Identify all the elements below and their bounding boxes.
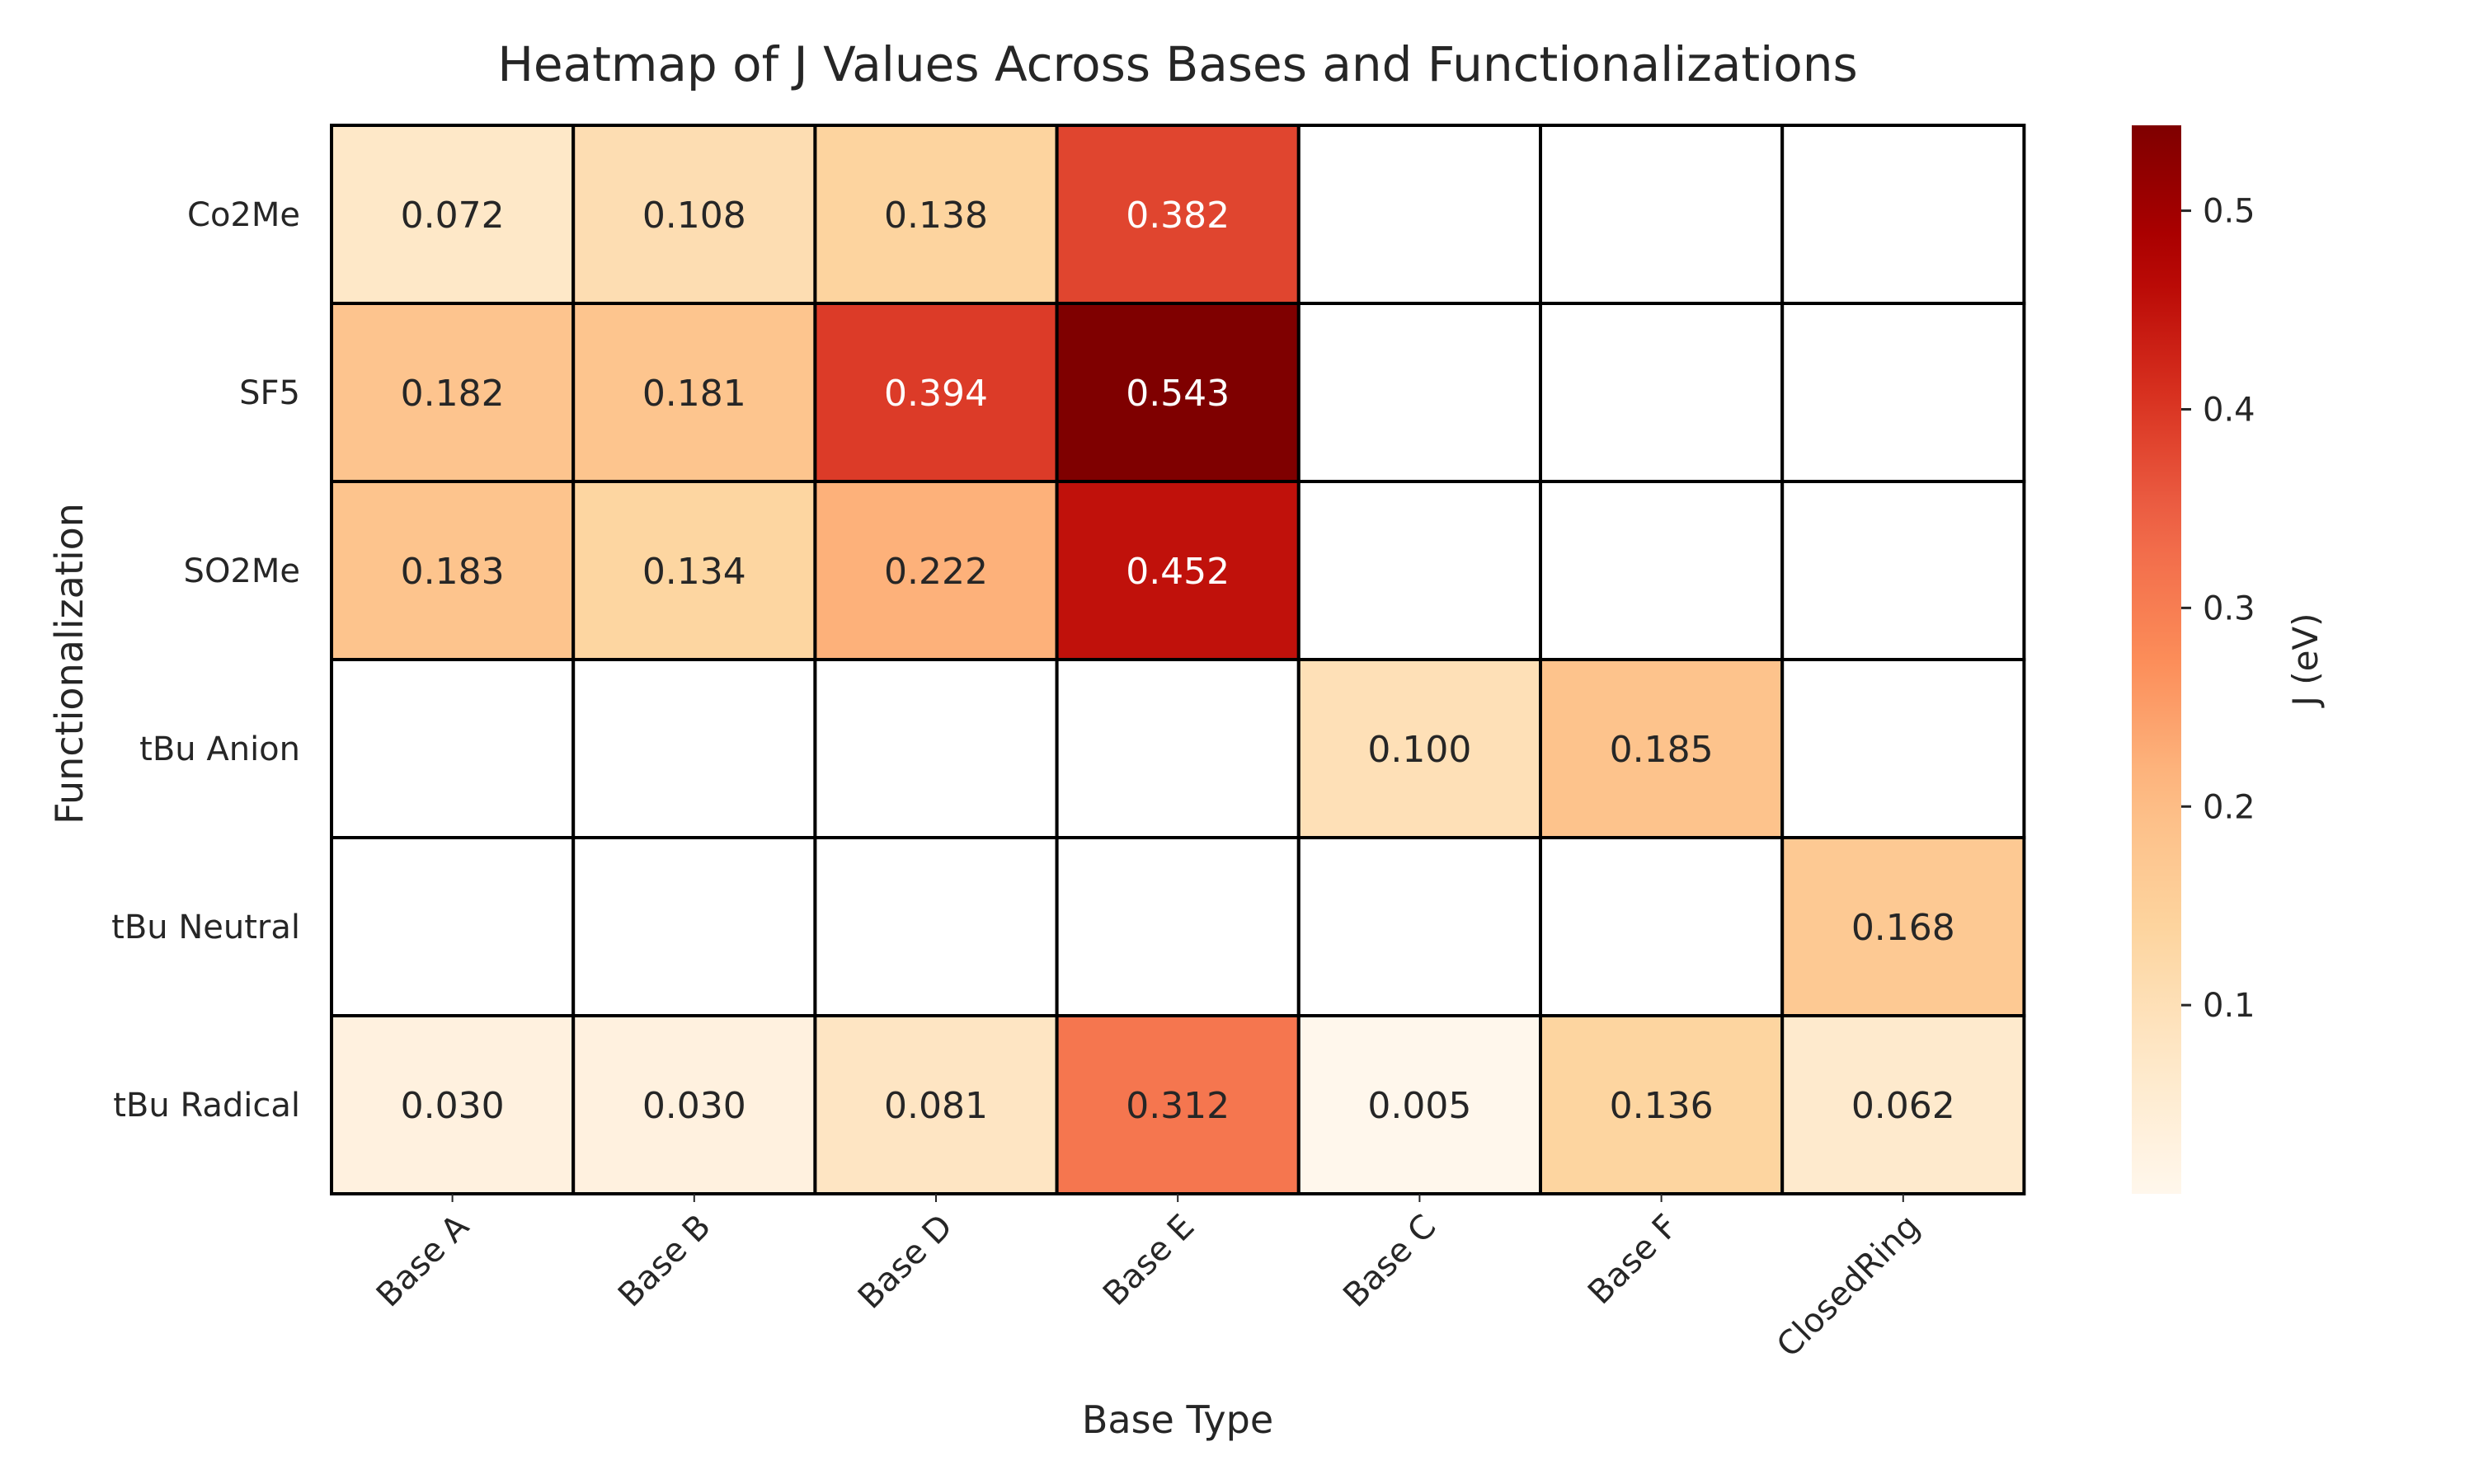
cell-value-label: 0.185 (1610, 729, 1714, 771)
y-tick-label: SF5 (239, 374, 300, 412)
heatmap-cell (330, 836, 576, 1017)
heatmap-cell (1780, 658, 2026, 839)
heatmap-cell (330, 658, 576, 839)
y-tick-label: tBu Anion (139, 730, 300, 768)
x-tick-label: ClosedRing (1770, 1208, 1927, 1365)
cell-value-label: 0.452 (1126, 551, 1230, 593)
x-tick-label: Base B (611, 1208, 718, 1315)
heatmap-cell (571, 480, 817, 661)
x-tick-label: Base F (1581, 1208, 1686, 1313)
x-tick-label: Base E (1096, 1208, 1202, 1313)
cell-value-label: 0.136 (1610, 1085, 1714, 1127)
heatmap-cell (571, 658, 817, 839)
y-tick-labels: Co2Me SF5 SO2Me tBu Anion tBu Neutral tBu Rad… (111, 196, 300, 1125)
heatmap-cells: 0.072 0.108 0.138 0.382 0.182 0.181 0.394 0.543… (330, 124, 2026, 1195)
colorbar-label: J (eV) (2285, 613, 2326, 708)
heatmap-cell (813, 1014, 1059, 1195)
heatmap-cell (571, 302, 817, 483)
cell-value-label: 0.138 (884, 195, 988, 237)
cell-value-label: 0.394 (884, 373, 988, 415)
y-tick-label: tBu Radical (113, 1087, 300, 1125)
heatmap-cell (1296, 836, 1543, 1017)
colorbar-tick-label: 0.3 (2203, 589, 2255, 627)
heatmap-cell (1296, 480, 1543, 661)
heatmap-cell (1055, 480, 1300, 661)
heatmap-cell (1539, 480, 1785, 661)
heatmap-cell (1780, 124, 2026, 305)
colorbar-gradient (2132, 125, 2181, 1194)
colorbar: 0.1 0.2 0.3 0.4 0.5 J (eV) (2132, 125, 2326, 1194)
heatmap-cell (330, 124, 576, 305)
heatmap-cell (1055, 1014, 1300, 1195)
y-axis-label: Functionalization (47, 503, 92, 824)
heatmap-cell (1055, 658, 1300, 839)
heatmap-cell (813, 658, 1059, 839)
x-tick-label: Base A (369, 1207, 477, 1314)
x-tick-label: Base D (851, 1208, 960, 1317)
cell-value-label: 0.222 (884, 551, 988, 593)
heatmap-cell (1539, 836, 1785, 1017)
cell-value-label: 0.081 (884, 1085, 988, 1127)
cell-value-label: 0.062 (1851, 1085, 1955, 1127)
cell-value-label: 0.183 (401, 551, 505, 593)
heatmap-cell (813, 124, 1059, 305)
heatmap-cell (813, 836, 1059, 1017)
cell-value-label: 0.005 (1367, 1085, 1471, 1127)
heatmap-cell (1539, 124, 1785, 305)
heatmap-cell (1539, 658, 1785, 839)
colorbar-tick-label: 0.2 (2203, 788, 2255, 826)
cell-value-label: 0.134 (642, 551, 746, 593)
heatmap-cell (1296, 1014, 1543, 1195)
cell-value-label: 0.072 (401, 195, 505, 237)
heatmap-cell (571, 836, 817, 1017)
y-tick-label: tBu Neutral (111, 909, 300, 946)
heatmap-cell (1780, 1014, 2026, 1195)
x-tick-labels: Base A Base B Base D Base E Base C Base F Clos… (369, 1194, 1927, 1364)
cell-value-label: 0.382 (1126, 195, 1230, 237)
cell-value-label: 0.182 (401, 373, 505, 415)
heatmap-cell (571, 1014, 817, 1195)
cell-value-label: 0.312 (1126, 1085, 1230, 1127)
heatmap-cell (1539, 1014, 1785, 1195)
cell-value-label: 0.543 (1126, 373, 1230, 415)
heatmap-cell (1780, 302, 2026, 483)
cell-value-label: 0.181 (642, 373, 746, 415)
x-axis-label: Base Type (1082, 1397, 1273, 1442)
heatmap-cell (1055, 302, 1300, 483)
colorbar-tick-label: 0.1 (2203, 987, 2255, 1025)
cell-value-label: 0.168 (1851, 907, 1955, 949)
heatmap-cell (1780, 480, 2026, 661)
heatmap-cell (1055, 836, 1300, 1017)
cell-value-label: 0.108 (642, 195, 746, 237)
colorbar-tick-label: 0.4 (2203, 391, 2255, 429)
cell-value-label: 0.100 (1367, 729, 1471, 771)
chart-title: Heatmap of J Values Across Bases and Fun… (497, 36, 1857, 92)
heatmap-cell (1296, 302, 1543, 483)
heatmap-cell (330, 1014, 576, 1195)
heatmap-cell (1055, 124, 1300, 305)
y-tick-label: SO2Me (184, 552, 300, 590)
heatmap-cell (571, 124, 817, 305)
colorbar-tick-label: 0.5 (2203, 193, 2255, 231)
y-tick-label: Co2Me (187, 196, 300, 234)
heatmap-cell (1296, 124, 1543, 305)
x-tick-label: Base C (1336, 1208, 1443, 1315)
cell-value-label: 0.030 (642, 1085, 746, 1127)
cell-value-label: 0.030 (401, 1085, 505, 1127)
heatmap-cell (1539, 302, 1785, 483)
